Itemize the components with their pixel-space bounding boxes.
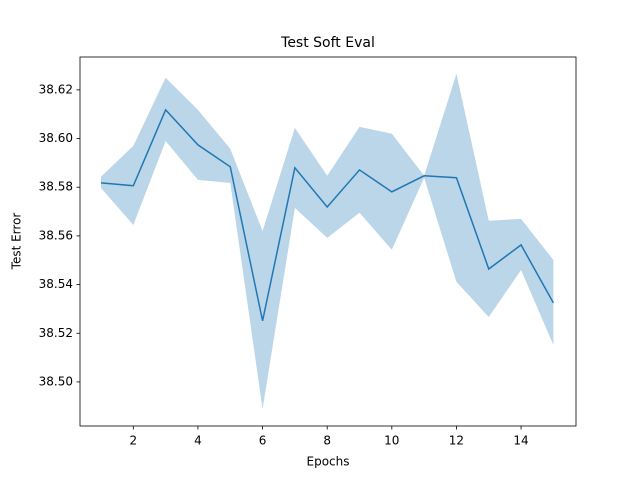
y-tick-label: 38.52 xyxy=(39,326,73,340)
x-tick-label: 12 xyxy=(449,434,464,448)
x-tick-label: 8 xyxy=(323,434,331,448)
x-tick-label: 4 xyxy=(194,434,202,448)
y-tick-label: 38.50 xyxy=(39,374,73,388)
plot-frame xyxy=(79,56,577,427)
y-tick-label: 38.62 xyxy=(39,82,73,96)
x-tick-label: 10 xyxy=(384,434,399,448)
y-axis-label: Test Error xyxy=(10,213,24,271)
y-tick-label: 38.56 xyxy=(39,228,73,242)
confidence-band xyxy=(101,73,554,409)
chart-title: Test Soft Eval xyxy=(280,35,375,51)
y-tick-label: 38.60 xyxy=(39,131,73,145)
x-tick-label: 14 xyxy=(513,434,528,448)
x-tick-label: 6 xyxy=(259,434,267,448)
y-tick-label: 38.58 xyxy=(39,180,73,194)
y-tick-label: 38.54 xyxy=(39,277,73,291)
x-axis-label: Epochs xyxy=(307,455,350,469)
line xyxy=(100,108,555,322)
x-tick-label: 2 xyxy=(129,434,137,448)
